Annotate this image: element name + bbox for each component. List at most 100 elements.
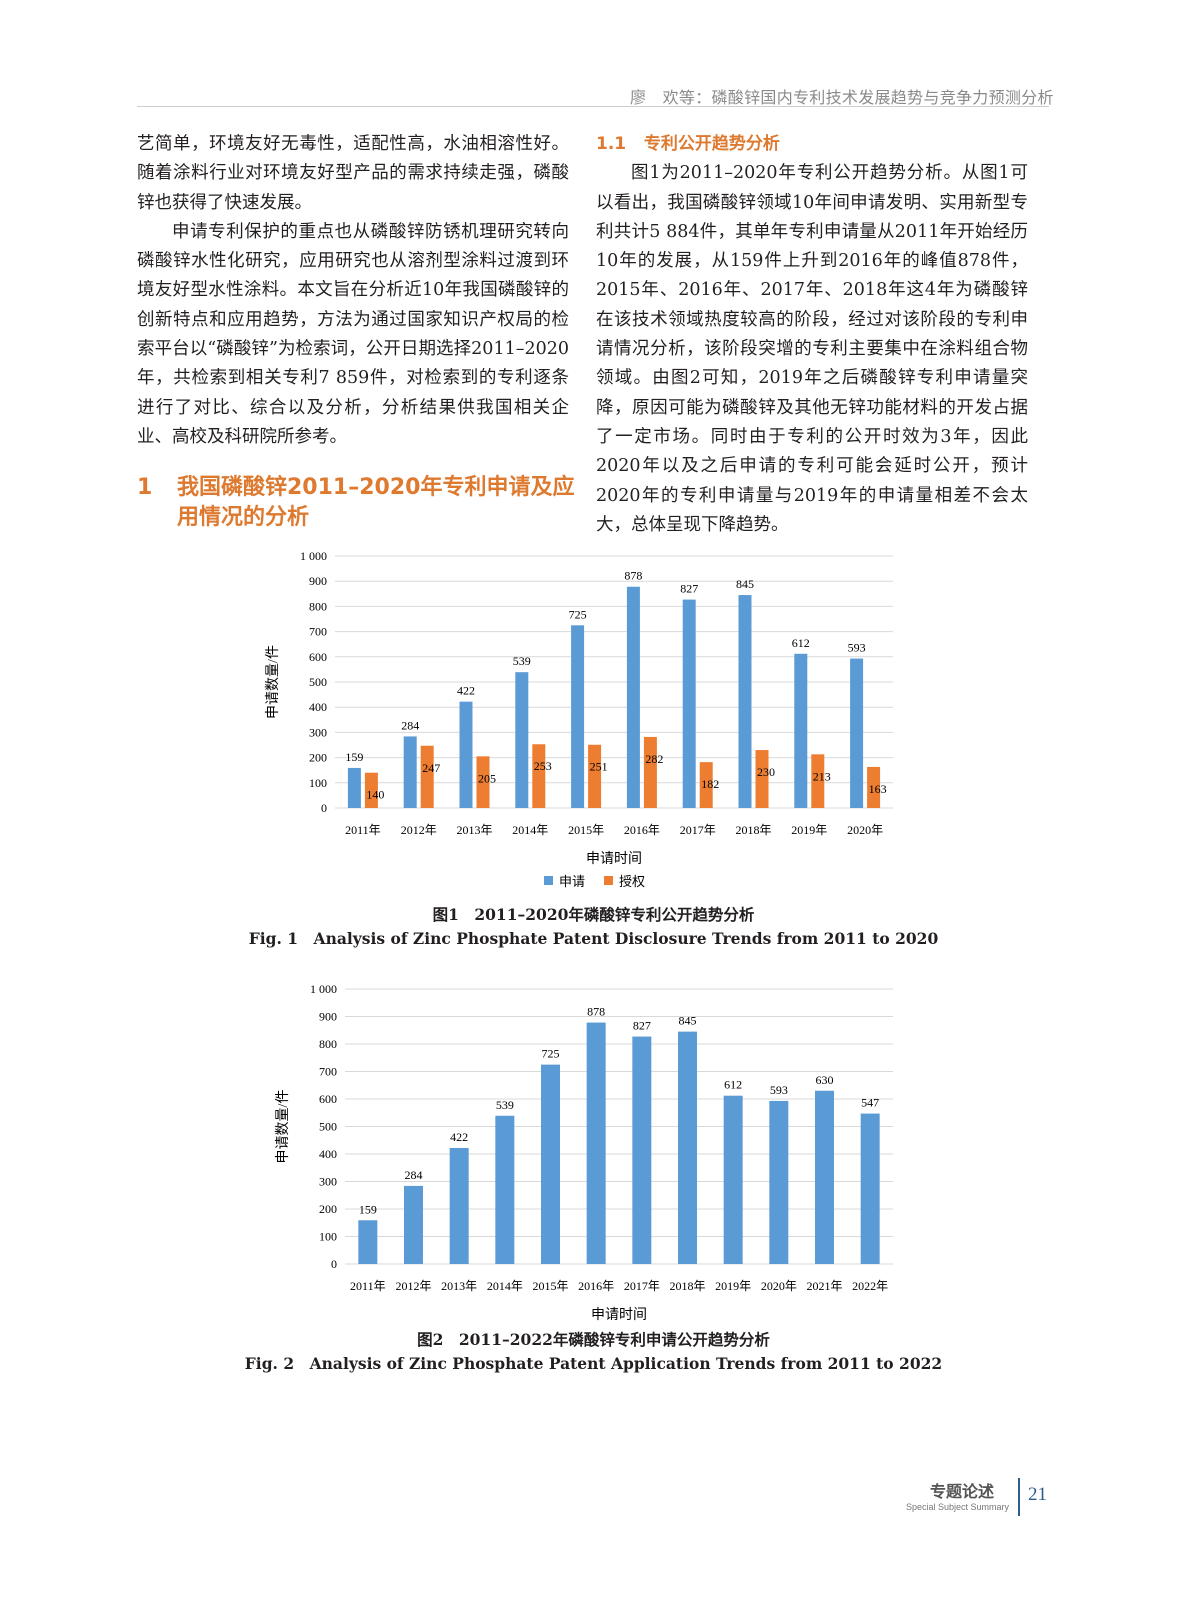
y-tick-label: 500	[309, 675, 327, 689]
bar-application	[571, 625, 585, 808]
section-number: 1	[137, 475, 153, 500]
y-tick-label: 900	[309, 574, 327, 588]
x-tick-label: 2016年	[624, 823, 660, 837]
bar-application	[769, 1100, 789, 1264]
data-label: 878	[624, 569, 642, 583]
y-tick-label: 300	[309, 725, 327, 739]
bar-grant	[643, 736, 657, 808]
y-tick-label: 200	[309, 751, 327, 765]
bar-application	[449, 1147, 469, 1264]
x-tick-label: 2017年	[624, 1279, 660, 1293]
data-label: 163	[869, 782, 887, 796]
data-label: 140	[366, 788, 384, 802]
x-tick-label: 2022年	[852, 1279, 888, 1293]
x-tick-label: 2020年	[847, 823, 883, 837]
y-tick-label: 100	[309, 776, 327, 790]
x-tick-label: 2012年	[395, 1279, 431, 1293]
bar-application	[358, 1220, 378, 1264]
data-label: 725	[542, 1047, 560, 1061]
subsection-number: 1.1	[596, 134, 627, 154]
data-label: 612	[724, 1078, 742, 1092]
data-label: 878	[587, 1005, 605, 1019]
bar-grant	[755, 750, 769, 808]
section-heading: 1 我国磷酸锌2011–2020年专利申请及应用情况的分析	[137, 473, 577, 533]
y-tick-label: 300	[319, 1175, 337, 1189]
y-tick-label: 500	[319, 1120, 337, 1134]
figure2-chart: 0 100 200 300 400 500 600 700 800 900 1 000 2011年 15…	[275, 982, 893, 1323]
y-axis-title: 申请数量/件	[275, 1090, 291, 1164]
bar-application	[794, 653, 808, 808]
bar-grant	[420, 745, 434, 808]
x-axis-title: 申请时间	[591, 1307, 647, 1323]
bar-application	[586, 1022, 606, 1264]
y-tick-label: 600	[319, 1092, 337, 1106]
bar-application	[403, 736, 417, 808]
figure1-caption-cn: 图1 2011–2020年磷酸锌专利公开趋势分析	[432, 905, 755, 924]
y-tick-label: 900	[319, 1010, 337, 1024]
y-tick-label: 800	[309, 599, 327, 613]
data-label: 282	[645, 752, 663, 766]
data-label: 539	[513, 654, 531, 668]
bar-grant	[532, 744, 546, 808]
data-label: 213	[813, 769, 831, 783]
bar-grant	[811, 754, 825, 808]
y-tick-label: 1 000	[300, 549, 327, 563]
data-label: 253	[534, 759, 552, 773]
y-tick-label: 0	[331, 1257, 337, 1271]
legend-label: 申请	[559, 874, 585, 889]
right-column: 1.1 专利公开趋势分析 图1为2011–2020年专利公开趋势分析。从图1可以…	[596, 130, 1028, 540]
x-tick-label: 2015年	[532, 1279, 568, 1293]
data-label: 725	[569, 607, 587, 621]
subsection-heading: 1.1 专利公开趋势分析	[596, 130, 1028, 159]
data-label: 284	[405, 1168, 423, 1182]
y-axis-title: 申请数量/件	[265, 645, 281, 719]
bar-application	[347, 767, 361, 808]
y-tick-label: 200	[319, 1202, 337, 1216]
bar-grant	[867, 766, 881, 808]
x-tick-label: 2017年	[680, 823, 716, 837]
y-tick-label: 800	[319, 1037, 337, 1051]
x-tick-label: 2011年	[345, 823, 381, 837]
data-label: 422	[450, 1130, 468, 1144]
x-tick-label: 2019年	[791, 823, 827, 837]
bar-application	[738, 595, 752, 808]
figure1-caption-en: Fig. 1 Analysis of Zinc Phosphate Patent…	[248, 929, 939, 948]
figure2-caption-en: Fig. 2 Analysis of Zinc Phosphate Patent…	[244, 1354, 943, 1373]
bar-application	[723, 1095, 743, 1264]
bar-application	[815, 1090, 834, 1264]
subsection-title: 专利公开趋势分析	[643, 134, 780, 154]
data-label: 251	[590, 760, 608, 774]
data-label: 593	[770, 1083, 788, 1097]
footer-divider	[1018, 1478, 1020, 1516]
running-header: 廖 欢等：磷酸锌国内专利技术发展趋势与竞争力预测分析	[630, 88, 1054, 107]
x-tick-label: 2012年	[401, 823, 437, 837]
data-label: 630	[816, 1073, 834, 1087]
y-tick-label: 1 000	[310, 982, 337, 996]
bar-grant	[364, 772, 378, 808]
data-label: 547	[861, 1096, 879, 1110]
y-tick-label: 400	[319, 1147, 337, 1161]
paragraph: 图1为2011–2020年专利公开趋势分析。从图1可以看出，我国磷酸锌领域10年…	[596, 163, 1028, 535]
x-tick-label: 2014年	[512, 823, 548, 837]
legend-label: 授权	[619, 874, 645, 889]
header-divider	[137, 106, 1049, 107]
data-label: 845	[736, 577, 754, 591]
bar-application	[495, 1115, 515, 1264]
x-tick-label: 2016年	[578, 1279, 614, 1293]
page-number: 21	[1028, 1484, 1047, 1505]
x-tick-label: 2013年	[456, 823, 492, 837]
data-label: 593	[848, 641, 866, 655]
bar-application	[459, 701, 473, 808]
section-title: 我国磷酸锌2011–2020年专利申请及应用情况的分析	[177, 475, 575, 530]
footer-section: 专题论述	[930, 1482, 995, 1501]
bar-application	[678, 1031, 697, 1264]
bar-application	[404, 1185, 423, 1264]
data-label: 182	[701, 777, 719, 791]
data-label: 230	[757, 765, 775, 779]
x-tick-label: 2015年	[568, 823, 604, 837]
footer-section-en: Special Subject Summary	[906, 1502, 1010, 1512]
paragraph: 申请专利保护的重点也从磷酸锌防锈机理研究转向磷酸锌水性化研究，应用研究也从溶剂型…	[137, 221, 569, 447]
left-column: 艺简单，环境友好无毒性，适配性高，水油相溶性好。随着涂料行业对环境友好型产品的需…	[137, 130, 569, 452]
data-label: 845	[679, 1014, 697, 1028]
